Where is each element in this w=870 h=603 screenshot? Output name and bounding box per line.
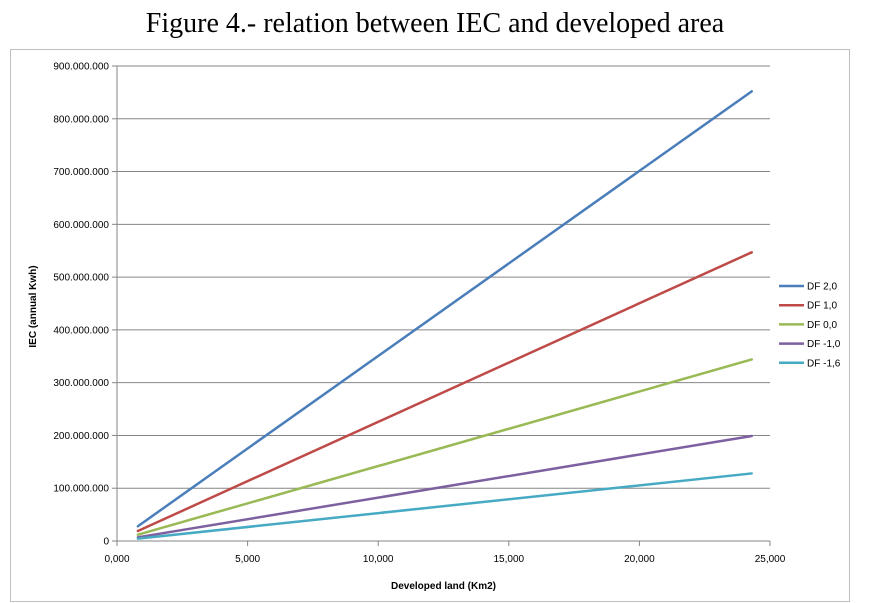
y-tick-label: 900.000.000 [53,62,109,73]
legend: DF 2,0 DF 1,0 DF 0,0 DF -1,0 DF -1,6 [779,282,841,369]
chart-title: Figure 4.- relation between IEC and deve… [145,8,725,39]
series-line-df-2-0 [136,90,753,528]
legend-label: DF 0,0 [807,320,837,331]
y-tick-label: 400.000.000 [53,325,109,336]
x-tick-label: 10,000 [363,554,394,565]
x-tick-label: 25,000 [755,554,786,565]
y-axis-title: IEC (annual Kwh) [28,265,39,347]
y-tick-label: 0 [103,537,109,548]
x-tick-label: 15,000 [494,554,525,565]
gridlines [117,65,770,489]
x-tick-label: 0,000 [104,554,129,565]
series-line-df-1-6 [136,472,753,540]
axes: 0 100.000.000 200.000.000 300.000.000 400.00… [53,62,785,566]
x-tick-label: 20,000 [624,554,655,565]
series-lines [136,90,753,540]
y-tick-label: 500.000.000 [53,273,109,284]
x-axis-title: Developed land (Km2) [391,581,496,592]
y-tick-label: 700.000.000 [53,167,109,178]
chart-area-frame [10,49,850,602]
y-tick-label: 800.000.000 [53,114,109,125]
legend-label: DF 1,0 [807,301,837,312]
y-tick-label: 600.000.000 [53,220,109,231]
y-tick-label: 300.000.000 [53,378,109,389]
series-line-df-1-0 [136,251,753,533]
y-tick-label: 200.000.000 [53,431,109,442]
series-line-df-1-0 [136,434,753,539]
y-tick-label: 100.000.000 [53,484,109,495]
series-line-df-0-0 [136,358,753,536]
legend-label: DF -1,6 [807,358,841,369]
legend-label: DF -1,0 [807,339,841,350]
x-tick-label: 5,000 [235,554,260,565]
legend-label: DF 2,0 [807,282,837,293]
